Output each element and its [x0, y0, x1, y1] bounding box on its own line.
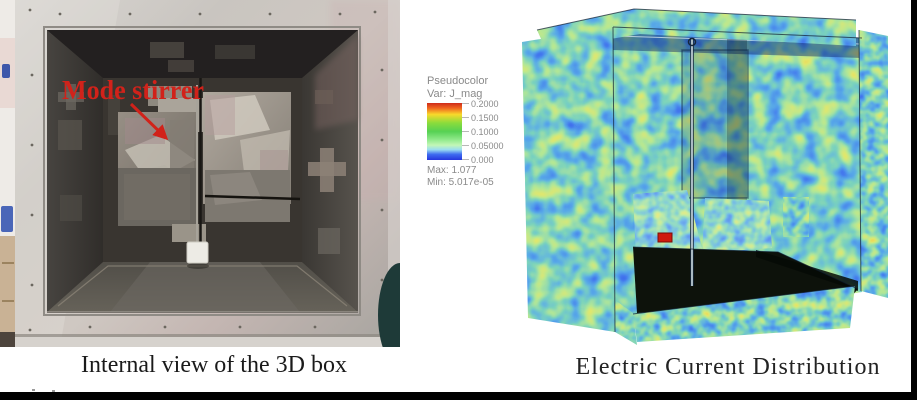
current-distribution-box [522, 8, 888, 345]
internal-view-photo: Mode stirrer [0, 0, 400, 347]
foam-cube [186, 241, 209, 264]
colorbar-tick-label: 0.000 [471, 155, 494, 165]
legend-title: Pseudocolor [427, 75, 488, 87]
mode-stirrer-label: Mode stirrer [62, 75, 204, 105]
legend-variable: Var: J_mag [427, 88, 482, 100]
frame-screws [28, 8, 384, 332]
colorbar-tick-label: 0.1500 [471, 113, 499, 123]
stirrer-plate-right [702, 198, 772, 253]
artifact-speck [32, 389, 35, 391]
colorbar-tick-label: 0.2000 [471, 99, 499, 109]
box-bottom-strip [633, 286, 855, 342]
right-edge-bar [911, 0, 917, 392]
vent-patch [783, 197, 809, 237]
right-caption: Electric Current Distribution [575, 354, 881, 380]
mode-stirrer-annotation: Mode stirrer [62, 75, 204, 141]
simulation-view: Pseudocolor Var: J_mag 0.2000 0.1500 0.1… [427, 8, 888, 345]
artifact-speck [52, 390, 55, 392]
room-background [0, 0, 26, 347]
colorbar-tick-label: 0.1000 [471, 127, 499, 137]
annotation-arrow [129, 102, 169, 141]
box-edges [536, 8, 863, 333]
pseudocolor-legend: Pseudocolor Var: J_mag 0.2000 0.1500 0.1… [427, 75, 504, 188]
source-patch [657, 232, 673, 243]
box-left-wall [522, 27, 615, 332]
box-top-face [537, 9, 856, 50]
chamber-interior [47, 30, 358, 313]
left-caption: Internal view of the 3D box [81, 352, 347, 378]
colorbar [427, 103, 462, 160]
bottom-edge-bar [0, 392, 917, 400]
interior-ceiling [47, 30, 358, 78]
room-floor [15, 337, 400, 347]
chair-corner [378, 263, 400, 347]
back-wall-door-outline [681, 49, 749, 199]
colorbar-tick-label: 0.05000 [471, 141, 504, 151]
box-right-wall [859, 30, 888, 298]
colorbar-ticks [462, 103, 469, 160]
stirrer-plate-left [633, 190, 703, 257]
legend-max: Max: 1.077 [427, 165, 477, 176]
legend-min: Min: 5.017e-05 [427, 177, 494, 188]
chamber-shadow [15, 334, 400, 337]
